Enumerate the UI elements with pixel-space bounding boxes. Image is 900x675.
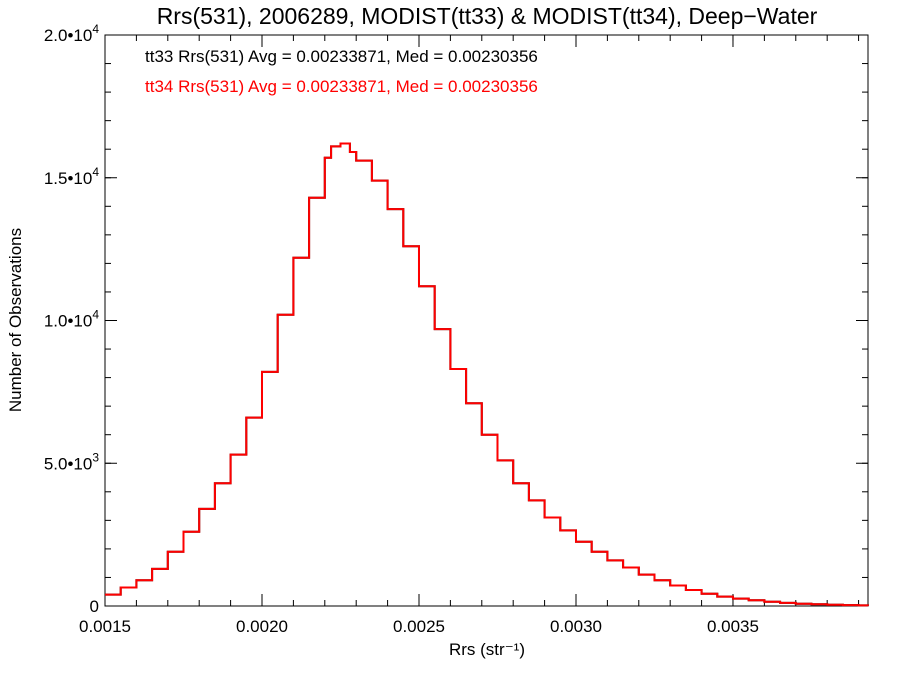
series-tt33-line [105,142,869,607]
y-tick-label: 1.0•104 [44,308,100,331]
y-tick-label: 1.5•104 [44,165,100,188]
y-tick-label: 0 [90,597,99,616]
x-axis-label: Rrs (str⁻¹) [449,640,525,659]
chart-title: Rrs(531), 2006289, MODIST(tt33) & MODIST… [157,3,818,29]
plot-frame [104,34,869,607]
legend-annotation-tt33: tt33 Rrs(531) Avg = 0.00233871, Med = 0.… [145,47,538,66]
x-tick-label: 0.0020 [236,617,288,636]
x-tick-label: 0.0015 [79,617,131,636]
y-axis-ticks: 0 5.0•103 1.0•104 1.5•104 2.0•104 [44,22,868,616]
y-tick-label: 5.0•103 [44,450,100,473]
x-tick-label: 0.0025 [393,617,445,636]
x-tick-label: 0.0030 [550,617,602,636]
legend-annotation-tt34: tt34 Rrs(531) Avg = 0.00233871, Med = 0.… [145,77,538,96]
x-axis-ticks: 0.0015 0.0020 0.0025 0.0030 0.0035 [79,35,860,636]
series-tt34-line [105,142,869,607]
y-axis-label: Number of Observations [6,228,25,412]
x-tick-label: 0.0035 [707,617,759,636]
series-layer [105,142,869,607]
y-tick-label: 2.0•104 [44,22,100,45]
